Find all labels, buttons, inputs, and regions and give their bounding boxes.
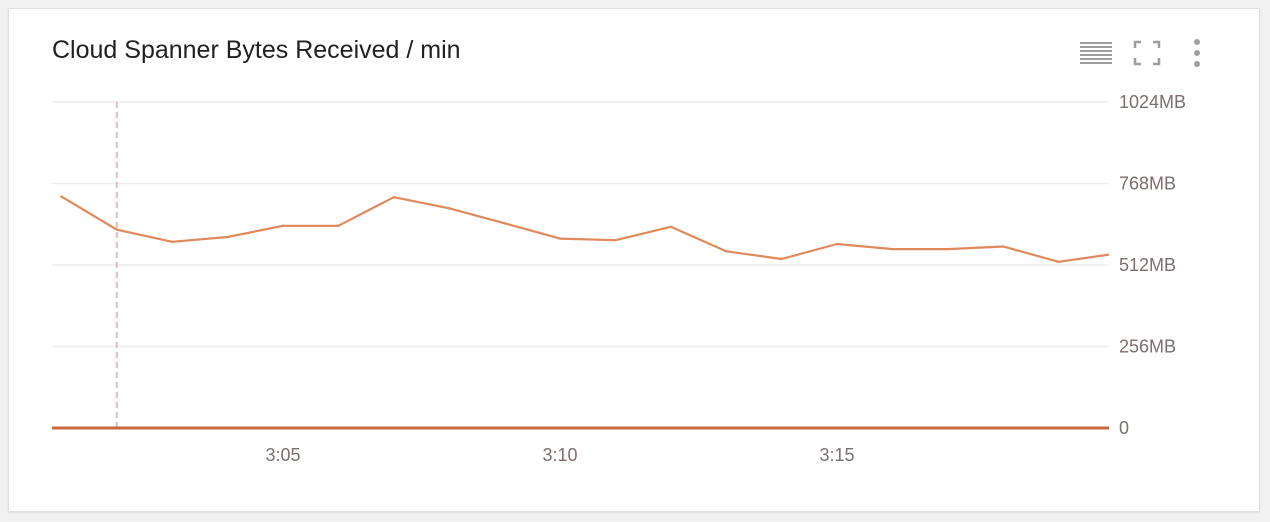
y-tick-label: 768MB: [1119, 174, 1176, 194]
data-point: [60, 195, 63, 198]
data-point: [115, 228, 119, 231]
data-point: [891, 247, 894, 251]
data-point: [946, 247, 949, 251]
data-point: [780, 257, 783, 261]
data-point: [669, 225, 672, 228]
fullscreen-icon[interactable]: [1129, 37, 1165, 69]
data-point: [503, 222, 506, 225]
series-line-bytes-received: [60, 195, 1109, 263]
data-point: [725, 250, 728, 253]
data-point: [226, 235, 229, 239]
data-point: [281, 224, 285, 228]
y-tick-label: 256MB: [1119, 337, 1176, 357]
line-chart: 1024MB 768MB 512MB 256MB 0 3:05 3:10 3:15: [52, 92, 1186, 465]
y-tick-label: 512MB: [1119, 255, 1176, 275]
x-tick-label: 3:15: [819, 445, 854, 465]
more-vert-icon[interactable]: [1179, 37, 1215, 69]
x-tick-label: 3:05: [265, 445, 300, 465]
data-point: [448, 207, 451, 210]
chart-title: Cloud Spanner Bytes Received / min: [52, 36, 461, 64]
data-point: [835, 242, 839, 246]
data-point: [337, 224, 340, 228]
data-point: [171, 240, 174, 243]
legend-list-icon[interactable]: [1078, 37, 1114, 69]
y-tick-label: 0: [1119, 418, 1129, 438]
data-point: [558, 237, 562, 240]
data-point: [1002, 245, 1005, 248]
chart-card: Cloud Spanner Bytes Received / min: [8, 8, 1260, 512]
x-tick-label: 3:10: [542, 445, 577, 465]
data-point: [1057, 260, 1060, 264]
data-point: [392, 195, 395, 199]
y-tick-label: 1024MB: [1119, 92, 1186, 112]
data-point: [614, 238, 617, 242]
